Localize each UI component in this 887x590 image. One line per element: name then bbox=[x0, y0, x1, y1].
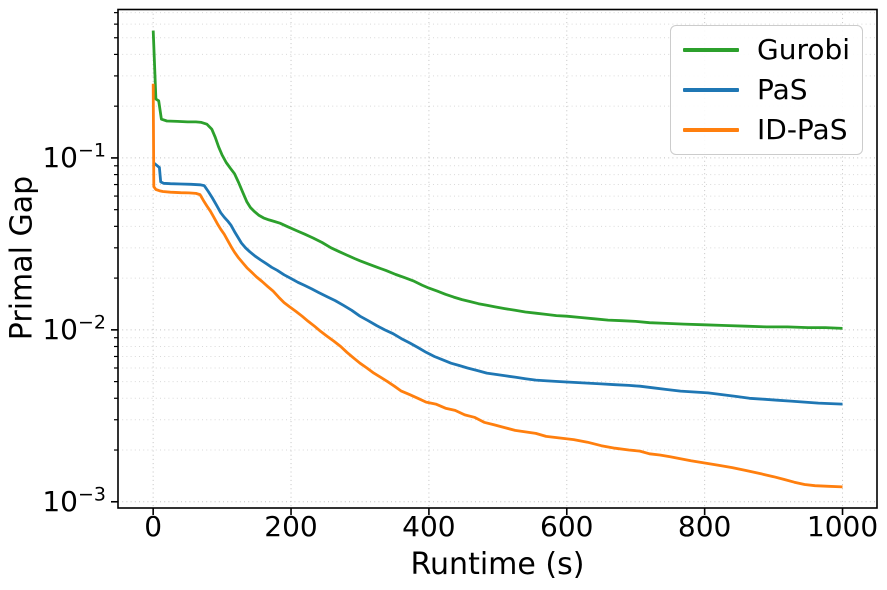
x-tick-label: 0 bbox=[144, 510, 163, 543]
legend-label: PaS bbox=[757, 73, 808, 106]
legend-line-sample bbox=[683, 88, 739, 92]
y-tick-label: 10−1 bbox=[42, 139, 106, 174]
series-line-pas bbox=[152, 161, 843, 406]
legend-item-gurobi: Gurobi bbox=[671, 35, 862, 65]
legend-item-id-pas: ID-PaS bbox=[671, 115, 862, 145]
series-line-id-pas bbox=[151, 83, 843, 489]
legend-item-pas: PaS bbox=[671, 75, 862, 105]
x-tick-label: 600 bbox=[540, 510, 594, 543]
x-axis-label: Runtime (s) bbox=[410, 547, 585, 582]
legend-line-sample bbox=[683, 48, 739, 52]
axes-frame bbox=[117, 8, 878, 509]
x-tick-label: 400 bbox=[402, 510, 456, 543]
series-line-gurobi bbox=[151, 30, 843, 330]
y-tick-label: 10−2 bbox=[42, 311, 106, 346]
y-tick-label: 10−3 bbox=[42, 483, 106, 518]
x-tick-label: 800 bbox=[677, 510, 732, 543]
legend-label: ID-PaS bbox=[757, 113, 848, 146]
y-axis-label: Primal Gap bbox=[4, 175, 40, 341]
x-tick-label: 200 bbox=[264, 510, 318, 543]
legend-line-sample bbox=[683, 128, 739, 132]
legend: Gurobi PaS ID-PaS bbox=[670, 25, 863, 155]
legend-label: Gurobi bbox=[757, 33, 851, 66]
x-tick-label: 1000 bbox=[806, 510, 879, 543]
